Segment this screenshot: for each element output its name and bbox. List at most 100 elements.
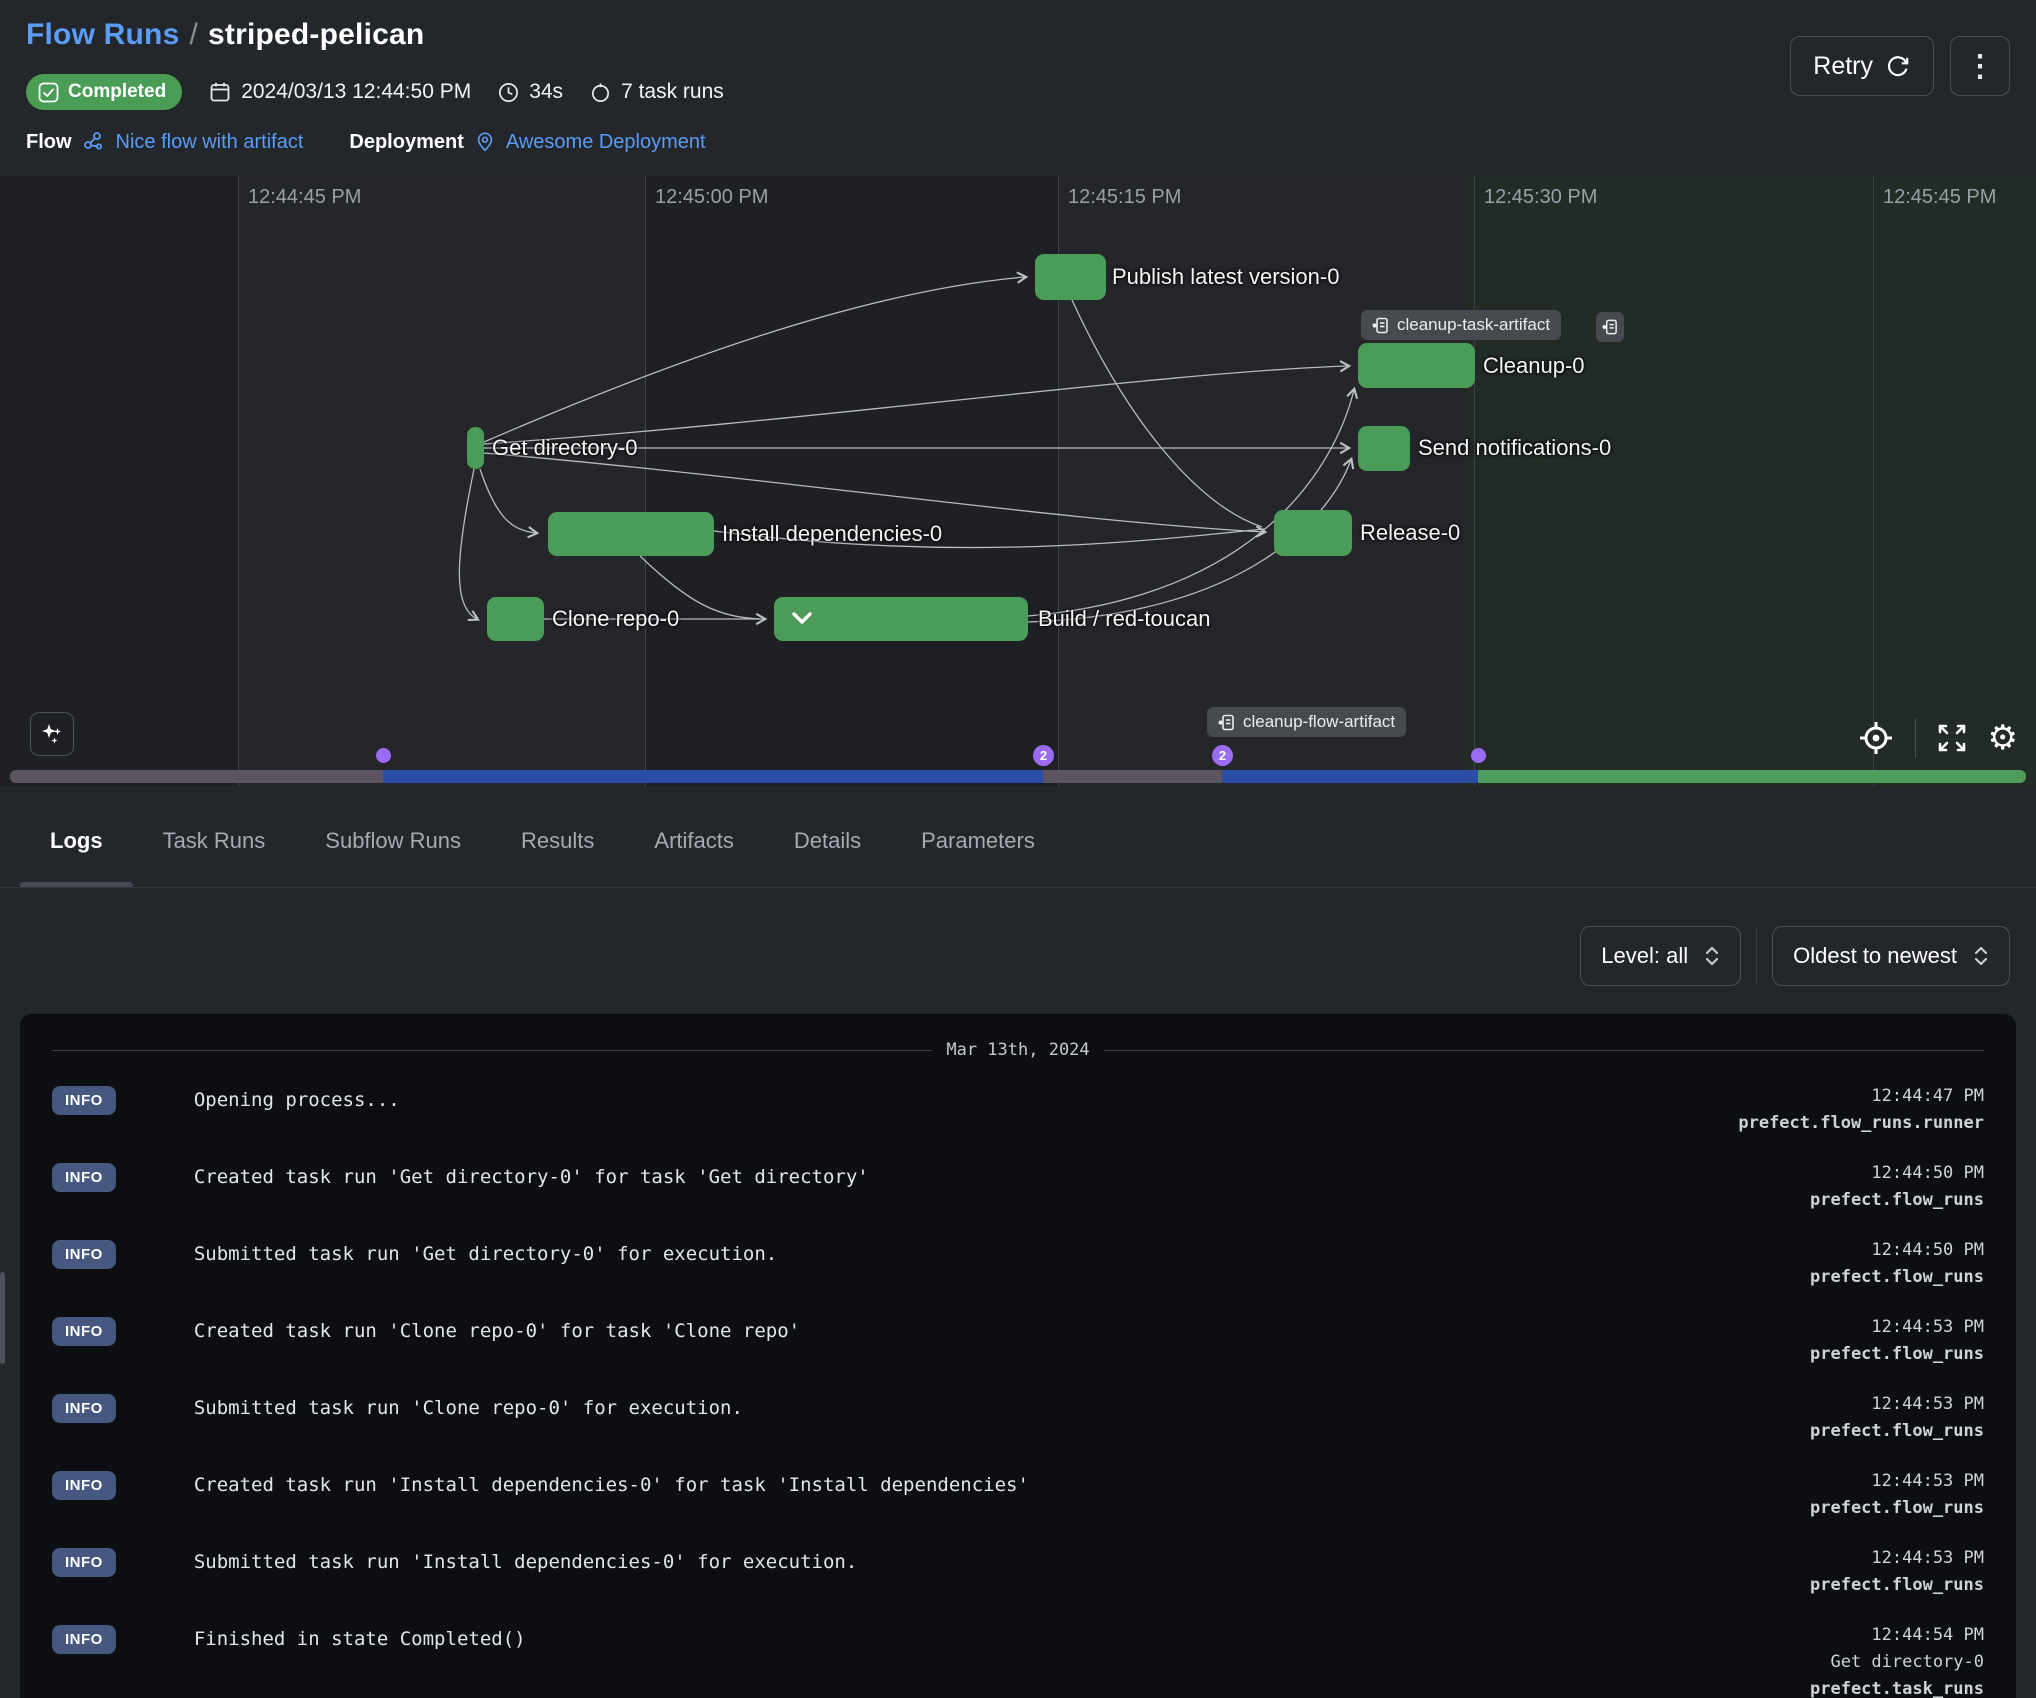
flow-link[interactable]: Nice flow with artifact	[115, 130, 304, 153]
axis-tick: 12:45:30 PM	[1484, 186, 1598, 208]
log-logger: prefect.flow_runs	[1810, 1344, 1984, 1364]
log-level-select[interactable]: Level: all	[1580, 926, 1742, 986]
log-message: Created task run 'Get directory-0' for t…	[193, 1166, 869, 1188]
gear-icon[interactable]: ⚙	[1987, 718, 2018, 758]
log-logger: prefect.task_runs	[1810, 1679, 1984, 1698]
subflow-node-label: Build / red-toucan	[1038, 606, 1211, 631]
log-sort-select[interactable]: Oldest to newest	[1772, 926, 2010, 986]
log-filters: Level: all Oldest to newest	[0, 888, 2036, 1014]
tab-logs[interactable]: Logs	[20, 810, 133, 888]
completed-check-icon	[38, 82, 59, 103]
log-logger: prefect.flow_runs	[1810, 1190, 1984, 1210]
task-node-publish-latest-version[interactable]	[1035, 254, 1106, 300]
log-message: Created task run 'Install dependencies-0…	[193, 1474, 1029, 1496]
axis-tick: 12:44:45 PM	[248, 186, 362, 208]
task-node-release[interactable]	[1274, 510, 1352, 556]
breadcrumb-separator: /	[189, 18, 199, 51]
task-node-label: Cleanup-0	[1483, 353, 1585, 378]
event-dot-count[interactable]: 2	[1212, 745, 1233, 766]
flow-label: Flow	[26, 130, 72, 153]
log-logger: prefect.flow_runs	[1810, 1575, 1984, 1595]
task-node-label: Send notifications-0	[1418, 435, 1612, 460]
log-message: Finished in state Completed()	[193, 1628, 526, 1650]
log-time: 12:44:53 PM	[1871, 1548, 1984, 1568]
log-row: INFO Submitted task run 'Get directory-0…	[52, 1238, 1984, 1291]
tab-results[interactable]: Results	[521, 828, 595, 853]
task-node-clone-repo[interactable]	[487, 597, 544, 641]
log-time: 12:44:54 PM	[1871, 1625, 1984, 1645]
tab-task-runs[interactable]: Task Runs	[162, 828, 266, 853]
retry-button[interactable]: Retry	[1790, 36, 1934, 96]
log-row: INFO Created task run 'Clone repo-0' for…	[52, 1315, 1984, 1368]
artifact-badge-cleanup-task[interactable]: cleanup-task-artifact	[1361, 310, 1562, 340]
task-node-get-directory[interactable]	[467, 427, 484, 469]
log-message: Submitted task run 'Get directory-0' for…	[193, 1243, 778, 1265]
log-row: INFO Opening process... 12:44:47 PM pref…	[52, 1084, 1984, 1137]
artifact-icon	[1372, 317, 1389, 334]
artifact-badge-mini[interactable]	[1596, 312, 1624, 342]
refresh-icon	[1885, 53, 1911, 79]
breadcrumb-flow-runs-link[interactable]: Flow Runs	[26, 18, 180, 51]
task-node-cleanup[interactable]	[1358, 343, 1475, 388]
recenter-target-icon[interactable]	[1857, 719, 1895, 757]
task-node-install-dependencies[interactable]	[548, 512, 714, 556]
tab-subflow-runs[interactable]: Subflow Runs	[325, 828, 462, 853]
event-dot[interactable]	[376, 748, 391, 763]
log-level-badge: INFO	[52, 1548, 116, 1577]
minimap-segment	[1478, 770, 2026, 783]
subflow-node-build[interactable]	[774, 597, 1028, 641]
tab-artifacts[interactable]: Artifacts	[654, 828, 734, 853]
log-level-badge: INFO	[52, 1317, 116, 1346]
log-logger: prefect.flow_runs	[1810, 1498, 1984, 1518]
page-scrollbar-thumb[interactable]	[0, 1272, 5, 1364]
log-date-divider: Mar 13th, 2024	[52, 1040, 1985, 1060]
task-run-count-value: 7 task runs	[621, 80, 724, 103]
breadcrumb: Flow Runs / striped-pelican	[26, 18, 2010, 52]
more-actions-button[interactable]: ⋮	[1950, 36, 2010, 96]
log-time: 12:44:53 PM	[1871, 1471, 1984, 1491]
log-row: INFO Created task run 'Install dependenc…	[52, 1469, 1984, 1522]
deployment-link[interactable]: Awesome Deployment	[505, 130, 706, 153]
controls-divider	[1914, 718, 1916, 758]
status-badge-label: Completed	[68, 81, 167, 102]
tab-details[interactable]: Details	[793, 828, 862, 853]
status-badge: Completed	[26, 74, 183, 110]
filters-divider	[1756, 927, 1758, 985]
detail-tabs: Logs Task Runs Subflow Runs Results Arti…	[0, 810, 2036, 888]
log-time: 12:44:47 PM	[1871, 1086, 1984, 1106]
retry-button-label: Retry	[1813, 51, 1873, 80]
log-message: Opening process...	[193, 1089, 400, 1111]
header-actions: Retry ⋮	[1790, 36, 2010, 96]
log-message: Submitted task run 'Install dependencies…	[193, 1551, 858, 1573]
run-start-time-value: 2024/03/13 12:44:50 PM	[241, 80, 472, 103]
run-duration-value: 34s	[529, 80, 564, 103]
ai-sparkles-button[interactable]	[30, 712, 74, 756]
log-logger: prefect.flow_runs.runner	[1738, 1113, 1984, 1133]
artifact-badge-cleanup-flow[interactable]: cleanup-flow-artifact	[1207, 707, 1407, 737]
event-dot[interactable]	[1471, 748, 1486, 763]
timeline-minimap-bar[interactable]	[10, 770, 2026, 783]
gridline	[1058, 176, 1059, 786]
log-time: 12:44:53 PM	[1871, 1317, 1984, 1337]
artifact-icon	[1602, 319, 1618, 335]
chevron-down-icon[interactable]	[788, 609, 816, 629]
log-level-badge: INFO	[52, 1163, 116, 1192]
task-node-send-notifications[interactable]	[1358, 426, 1410, 471]
gridline	[238, 176, 239, 786]
run-meta-row: Completed 2024/03/13 12:44:50 PM 34s 7 t…	[26, 74, 2010, 110]
relations-row: Flow Nice flow with artifact Deployment …	[26, 130, 2010, 154]
flow-run-header: Flow Runs / striped-pelican Completed 2024…	[0, 0, 2036, 176]
task-node-label: Release-0	[1360, 520, 1461, 545]
timeline-completed-zone	[1464, 176, 2036, 786]
minimap-segment	[10, 770, 383, 783]
dependency-edges	[458, 271, 1359, 626]
log-row: INFO Finished in state Completed() 12:44…	[52, 1623, 1984, 1698]
log-logger: prefect.flow_runs	[1810, 1267, 1984, 1287]
fullscreen-icon[interactable]	[1936, 722, 1968, 754]
event-dot-count[interactable]: 2	[1033, 745, 1054, 766]
log-level-badge: INFO	[52, 1394, 116, 1423]
axis-tick: 12:45:00 PM	[655, 186, 769, 208]
chevron-updown-icon	[1973, 944, 1989, 968]
tab-parameters[interactable]: Parameters	[921, 828, 1035, 853]
graph-controls: ⚙	[1857, 718, 2018, 758]
